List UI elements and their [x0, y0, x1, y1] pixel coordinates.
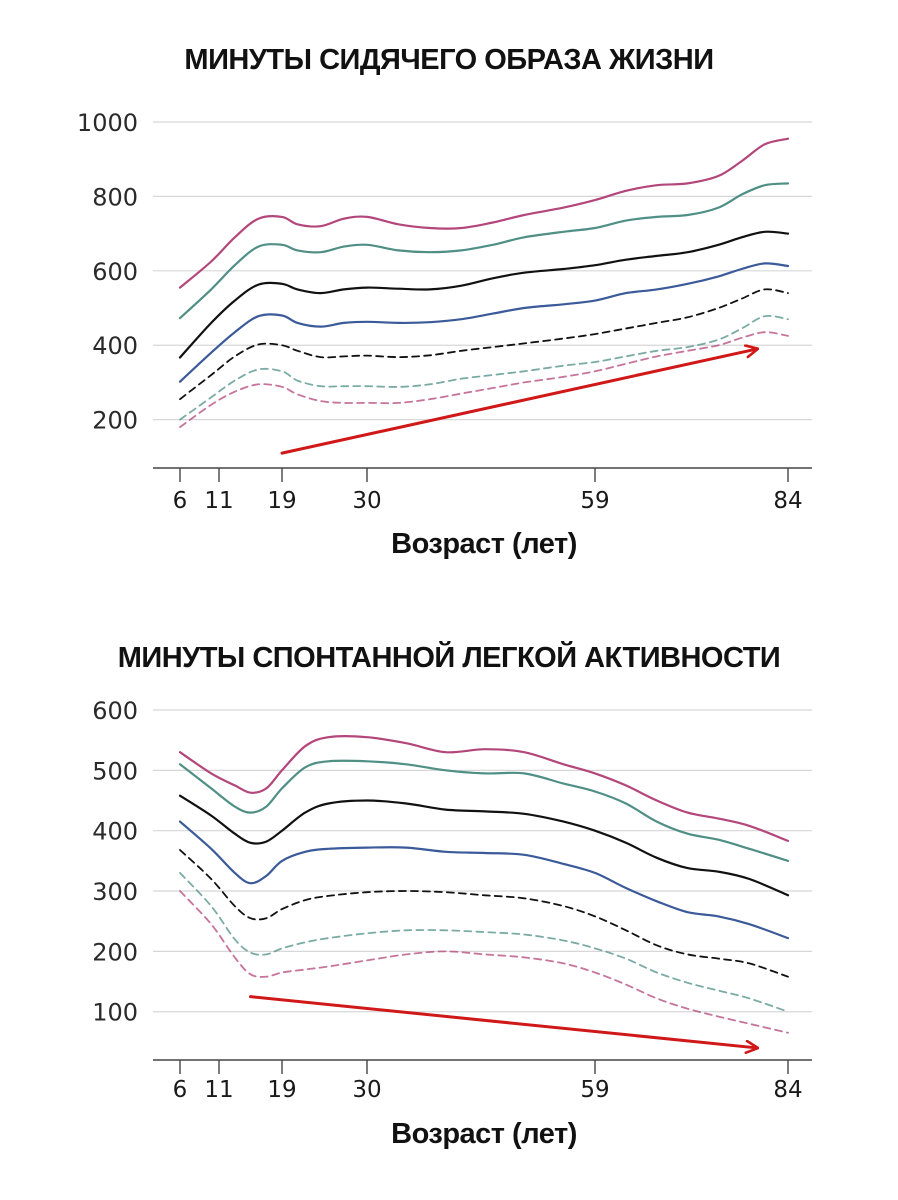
x-tick-label: 11	[204, 488, 233, 514]
x-axis-label: Возраст (лет)	[391, 528, 577, 560]
series-line-solid-black	[178, 794, 790, 897]
series-line-dashed-black	[179, 288, 789, 401]
series-line-dashed-pink	[179, 331, 789, 428]
series-line-dashed-teal	[179, 872, 789, 1013]
chart-sedentary-minutes: МИНУТЫ СИДЯЧЕГО ОБРАЗА ЖИЗНИ 200 400 600 80…	[77, 44, 812, 560]
x-tick-label: 59	[580, 1077, 609, 1103]
series-line-solid-black	[178, 230, 790, 359]
y-tick-label: 100	[92, 999, 138, 1027]
chart-title: МИНУТЫ СПОНТАННОЙ ЛЕГКОЙ АКТИВНОСТИ	[117, 642, 781, 674]
y-tick-label: 300	[92, 878, 138, 906]
x-tick-label: 6	[173, 488, 188, 514]
x-tick-label: 59	[580, 488, 609, 514]
x-tick-label: 11	[204, 1077, 233, 1103]
series-line-solid-pink	[178, 735, 790, 842]
series-line-dashed-black	[179, 849, 789, 978]
y-tick-label: 600	[92, 697, 138, 725]
series-line-solid-blue	[178, 262, 790, 383]
x-tick-label: 30	[352, 1077, 381, 1103]
x-tick-label: 30	[352, 488, 381, 514]
chart-plot-area: 100 200 300 400 500 600 6 11 19 30 59 84 Возраст (ле…	[92, 697, 812, 1150]
y-tick-label: 400	[92, 332, 138, 360]
chart-plot-area: 200 400 600 800 1000 6 11 19 30 59 84 Возраст (лет)	[77, 109, 812, 560]
trend-arrow	[249, 995, 758, 1048]
x-tick-label: 19	[267, 1077, 296, 1103]
y-tick-label: 400	[92, 818, 138, 846]
y-tick-label: 1000	[77, 109, 138, 137]
y-tick-label: 800	[92, 183, 138, 211]
x-axis-label: Возраст (лет)	[391, 1118, 577, 1150]
series-line-dashed-pink	[179, 890, 789, 1034]
series-line-solid-teal	[178, 759, 790, 862]
y-tick-label: 500	[92, 757, 138, 785]
series-line-solid-blue	[178, 820, 790, 940]
x-tick-label: 84	[773, 488, 802, 514]
trend-arrow	[280, 349, 757, 455]
x-tick-label: 84	[773, 1077, 802, 1103]
y-tick-label: 200	[92, 407, 138, 435]
series-line-solid-pink	[178, 137, 790, 289]
chart-light-activity-minutes: МИНУТЫ СПОНТАННОЙ ЛЕГКОЙ АКТИВНОСТИ 100 2…	[0, 600, 898, 1200]
series-line-dashed-teal	[179, 314, 789, 421]
x-tick-label: 19	[267, 488, 296, 514]
chart-title: МИНУТЫ СИДЯЧЕГО ОБРАЗА ЖИЗНИ	[184, 44, 714, 76]
series-line-solid-teal	[178, 182, 790, 320]
x-tick-label: 6	[173, 1077, 188, 1103]
y-tick-label: 600	[92, 258, 138, 286]
y-tick-label: 200	[92, 938, 138, 966]
